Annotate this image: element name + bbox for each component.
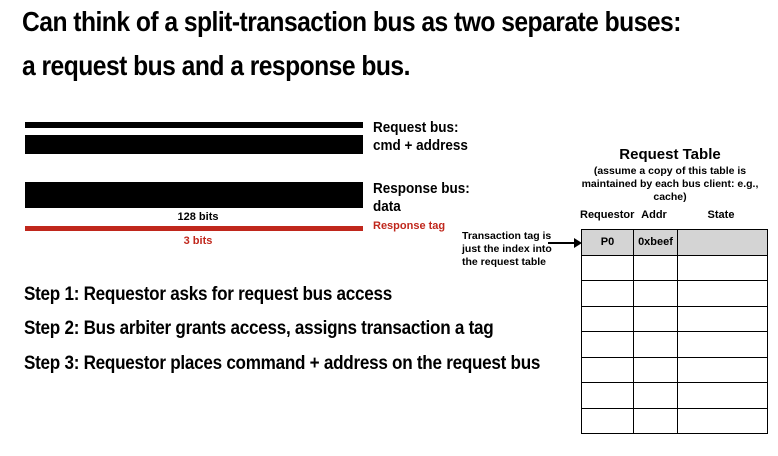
table-cell: 0xbeef (633, 229, 678, 256)
annotation-line-1: Transaction tag is (462, 230, 552, 242)
request-bus-thin-bar (25, 122, 363, 128)
annotation-arrow-line (548, 242, 576, 244)
heading-line-1: Can think of a split-transaction bus as … (22, 6, 681, 37)
response-bus-label-title: Response bus: (373, 180, 470, 197)
table-cell (677, 382, 768, 409)
table-cell (633, 407, 678, 434)
response-tag-label: Response tag (373, 220, 446, 232)
column-header-state: State (707, 209, 735, 221)
table-cell (581, 254, 634, 281)
table-row (581, 254, 768, 281)
table-cell (633, 305, 678, 332)
table-cell (633, 356, 678, 383)
request-table-note: (assume a copy of this table is maintain… (581, 165, 759, 203)
annotation-arrow-head-icon (574, 238, 582, 248)
table-cell (677, 229, 768, 256)
column-header-addr: Addr (641, 209, 667, 221)
table-cell (581, 331, 634, 358)
response-bus-label: Response bus: data (373, 180, 470, 216)
response-tag-bar (25, 226, 363, 231)
table-cell (633, 280, 678, 307)
column-header-requestor: Requestor (580, 209, 635, 221)
response-bus-label-sub: data (373, 198, 401, 215)
step-3: Step 3: Requestor places command + addre… (24, 353, 541, 374)
request-table: P0 0xbeef (581, 229, 768, 434)
table-cell (633, 331, 678, 358)
table-cell (677, 305, 768, 332)
table-cell (633, 254, 678, 281)
transaction-tag-annotation: Transaction tag is just the index into t… (462, 230, 577, 269)
table-row: P0 0xbeef (581, 229, 768, 256)
table-cell (581, 305, 634, 332)
response-bus-bar (25, 182, 363, 208)
table-row (581, 305, 768, 332)
step-2: Step 2: Bus arbiter grants access, assig… (24, 318, 494, 339)
table-cell (581, 280, 634, 307)
table-cell: P0 (581, 229, 634, 256)
table-row (581, 356, 768, 383)
table-row (581, 382, 768, 409)
table-cell (677, 407, 768, 434)
step-1: Step 1: Requestor asks for request bus a… (24, 284, 393, 305)
annotation-line-2: just the index into (462, 243, 552, 255)
annotation-line-3: the request table (462, 256, 547, 268)
request-bus-bar (25, 135, 363, 154)
table-cell (677, 356, 768, 383)
table-cell (677, 331, 768, 358)
table-cell (677, 254, 768, 281)
request-bus-label: Request bus: cmd + address (373, 119, 468, 155)
table-row (581, 407, 768, 434)
table-cell (633, 382, 678, 409)
data-width-label: 128 bits (177, 211, 219, 223)
tag-width-label: 3 bits (183, 235, 213, 247)
table-row (581, 280, 768, 307)
heading-line-2: a request bus and a response bus. (22, 50, 410, 81)
request-bus-label-title: Request bus: (373, 119, 459, 136)
table-cell (581, 356, 634, 383)
table-cell (581, 382, 634, 409)
request-table-title: Request Table (619, 146, 721, 163)
table-row (581, 331, 768, 358)
table-cell (581, 407, 634, 434)
table-cell (677, 280, 768, 307)
request-bus-label-sub: cmd + address (373, 137, 468, 154)
